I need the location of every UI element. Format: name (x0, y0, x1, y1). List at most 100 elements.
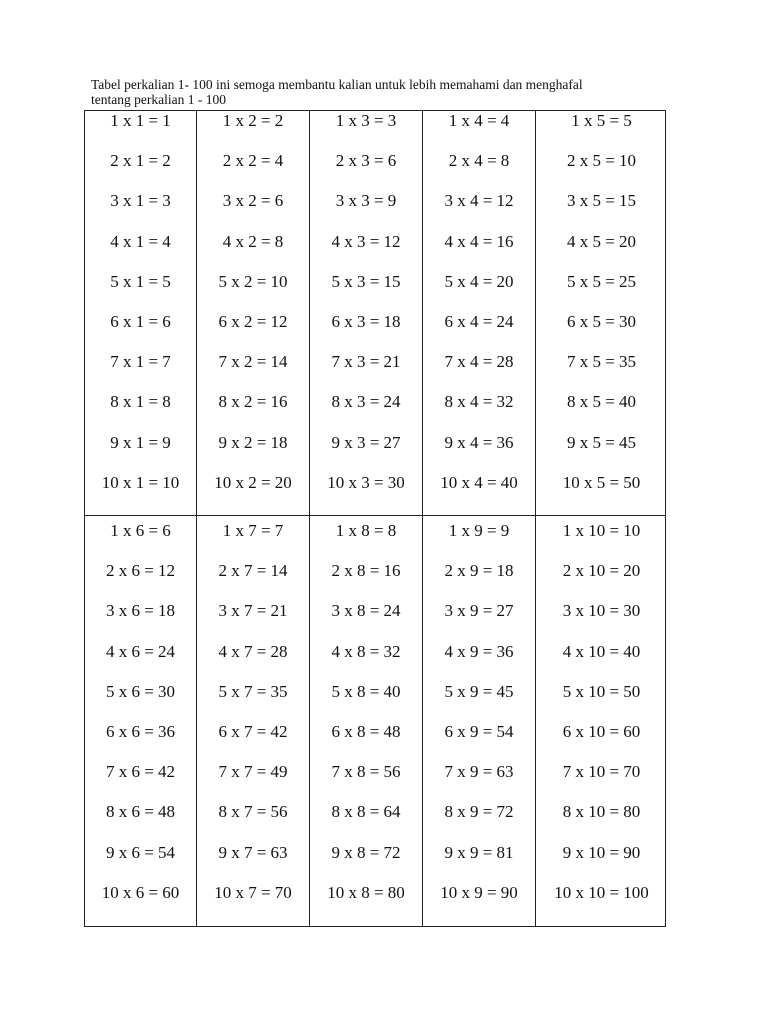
table-cell: 10 x 2 = 20 (214, 472, 292, 492)
table-cell: 1 x 1 = 1 (110, 111, 171, 130)
table-column: 1 x 7 = 7 2 x 7 = 14 3 x 7 = 21 4 x 7 = 28 5… (197, 516, 310, 926)
table-cell: 4 x 5 = 20 (566, 231, 637, 251)
table-cell: 8 x 8 = 64 (331, 802, 401, 822)
table-cell: 4 x 8 = 32 (331, 641, 401, 661)
table-cell: 9 x 8 = 72 (331, 842, 401, 862)
intro-line-2: tentang perkalian 1 - 100 (91, 92, 226, 107)
table-cell: 2 x 3 = 6 (335, 151, 397, 171)
table-cell: 10 x 4 = 40 (440, 472, 518, 492)
table-cell: 4 x 7 = 28 (218, 641, 288, 661)
table-cell: 2 x 6 = 12 (105, 561, 176, 581)
table-column: 1 x 2 = 2 2 x 2 = 4 3 x 2 = 6 4 x 2 = 8 5 x … (197, 111, 310, 515)
table-cell: 9 x 10 = 90 (562, 842, 641, 862)
table-cell: 7 x 6 = 42 (105, 762, 176, 782)
table-cell: 3 x 4 = 12 (444, 191, 514, 211)
table-cell: 1 x 2 = 2 (222, 111, 284, 130)
table-cell: 4 x 4 = 16 (444, 231, 514, 251)
table-cell: 10 x 10 = 100 (554, 882, 649, 902)
table-cell: 3 x 10 = 30 (562, 601, 641, 621)
table-cell: 4 x 9 = 36 (444, 641, 514, 661)
intro-text: Tabel perkalian 1- 100 ini semoga memban… (91, 77, 671, 107)
table-cell: 6 x 7 = 42 (218, 722, 288, 741)
table-cell: 7 x 3 = 21 (331, 352, 401, 372)
table-cell: 7 x 9 = 63 (444, 762, 514, 782)
table-cell: 5 x 8 = 40 (331, 681, 401, 701)
table-cell: 6 x 1 = 6 (110, 312, 171, 331)
table-cell: 5 x 2 = 10 (218, 271, 288, 291)
table-cell: 1 x 10 = 10 (562, 521, 641, 540)
table-cell: 6 x 2 = 12 (218, 312, 288, 331)
table-cell: 4 x 10 = 40 (562, 641, 641, 661)
table-cell: 5 x 1 = 5 (110, 271, 171, 291)
table-cell: 10 x 3 = 30 (327, 472, 405, 492)
table-cell: 2 x 8 = 16 (331, 561, 401, 581)
table-cell: 6 x 6 = 36 (105, 722, 176, 741)
table-cell: 8 x 7 = 56 (218, 802, 288, 822)
table-column: 1 x 5 = 5 2 x 5 = 10 3 x 5 = 15 4 x 5 = 20 5… (536, 111, 667, 515)
table-cell: 10 x 5 = 50 (562, 472, 641, 492)
table-cell: 3 x 6 = 18 (105, 601, 176, 621)
table-cell: 8 x 9 = 72 (444, 802, 514, 822)
table-cell: 6 x 4 = 24 (444, 312, 514, 331)
table-column: 1 x 3 = 3 2 x 3 = 6 3 x 3 = 9 4 x 3 = 12 5 x… (310, 111, 423, 515)
table-cell: 9 x 2 = 18 (218, 432, 288, 452)
table-cell: 8 x 4 = 32 (444, 392, 514, 412)
table-cell: 5 x 7 = 35 (218, 681, 288, 701)
table-column: 1 x 8 = 8 2 x 8 = 16 3 x 8 = 24 4 x 8 = 32 5… (310, 516, 423, 926)
table-cell: 8 x 10 = 80 (562, 802, 641, 822)
table-cell: 6 x 3 = 18 (331, 312, 401, 331)
table-column: 1 x 1 = 1 2 x 1 = 2 3 x 1 = 3 4 x 1 = 4 5 x … (85, 111, 197, 515)
table-cell: 2 x 5 = 10 (566, 151, 637, 171)
table-cell: 1 x 3 = 3 (335, 111, 397, 130)
table-cell: 1 x 7 = 7 (222, 521, 284, 540)
table-cell: 6 x 10 = 60 (562, 722, 641, 741)
table-cell: 1 x 9 = 9 (448, 521, 510, 540)
table-cell: 3 x 8 = 24 (331, 601, 401, 621)
table-cell: 5 x 3 = 15 (331, 271, 401, 291)
table-cell: 2 x 9 = 18 (444, 561, 514, 581)
table-cell: 2 x 10 = 20 (562, 561, 641, 581)
table-cell: 8 x 2 = 16 (218, 392, 288, 412)
table-cell: 4 x 3 = 12 (331, 231, 401, 251)
table-cell: 7 x 8 = 56 (331, 762, 401, 782)
table-cell: 10 x 9 = 90 (440, 882, 518, 902)
table-cell: 9 x 4 = 36 (444, 432, 514, 452)
table-cell: 2 x 4 = 8 (448, 151, 510, 171)
table-cell: 6 x 9 = 54 (444, 722, 514, 741)
multiplication-table-1-to-5: 1 x 1 = 1 2 x 1 = 2 3 x 1 = 3 4 x 1 = 4 5 x … (84, 110, 666, 516)
table-cell: 3 x 1 = 3 (110, 191, 171, 211)
table-cell: 7 x 4 = 28 (444, 352, 514, 372)
table-cell: 3 x 5 = 15 (566, 191, 637, 211)
table-cell: 10 x 1 = 10 (101, 472, 180, 492)
table-cell: 7 x 1 = 7 (110, 352, 171, 372)
table-cell: 3 x 2 = 6 (222, 191, 284, 211)
table-cell: 10 x 8 = 80 (327, 882, 405, 902)
table-cell: 10 x 7 = 70 (214, 882, 292, 902)
table-cell: 5 x 9 = 45 (444, 681, 514, 701)
table-cell: 1 x 8 = 8 (335, 521, 397, 540)
table-cell: 5 x 5 = 25 (566, 271, 637, 291)
multiplication-table-6-to-10: 1 x 6 = 6 2 x 6 = 12 3 x 6 = 18 4 x 6 = 24 5… (84, 515, 666, 927)
table-cell: 2 x 2 = 4 (222, 151, 284, 171)
table-cell: 5 x 6 = 30 (105, 681, 176, 701)
table-cell: 9 x 1 = 9 (110, 432, 171, 452)
table-cell: 6 x 5 = 30 (566, 312, 637, 331)
table-column: 1 x 9 = 9 2 x 9 = 18 3 x 9 = 27 4 x 9 = 36 5… (423, 516, 536, 926)
table-cell: 4 x 6 = 24 (105, 641, 176, 661)
table-cell: 3 x 9 = 27 (444, 601, 514, 621)
table-cell: 8 x 3 = 24 (331, 392, 401, 412)
table-cell: 5 x 10 = 50 (562, 681, 641, 701)
table-cell: 2 x 1 = 2 (110, 151, 171, 171)
table-cell: 1 x 6 = 6 (110, 521, 171, 540)
table-cell: 4 x 1 = 4 (110, 231, 171, 251)
table-cell: 1 x 5 = 5 (571, 111, 632, 130)
table-cell: 5 x 4 = 20 (444, 271, 514, 291)
table-cell: 8 x 5 = 40 (566, 392, 637, 412)
table-cell: 3 x 7 = 21 (218, 601, 288, 621)
table-cell: 8 x 6 = 48 (105, 802, 176, 822)
table-column: 1 x 6 = 6 2 x 6 = 12 3 x 6 = 18 4 x 6 = 24 5… (85, 516, 197, 926)
table-cell: 2 x 7 = 14 (218, 561, 288, 581)
table-cell: 7 x 10 = 70 (562, 762, 641, 782)
table-cell: 7 x 5 = 35 (566, 352, 637, 372)
table-cell: 9 x 6 = 54 (105, 842, 176, 862)
